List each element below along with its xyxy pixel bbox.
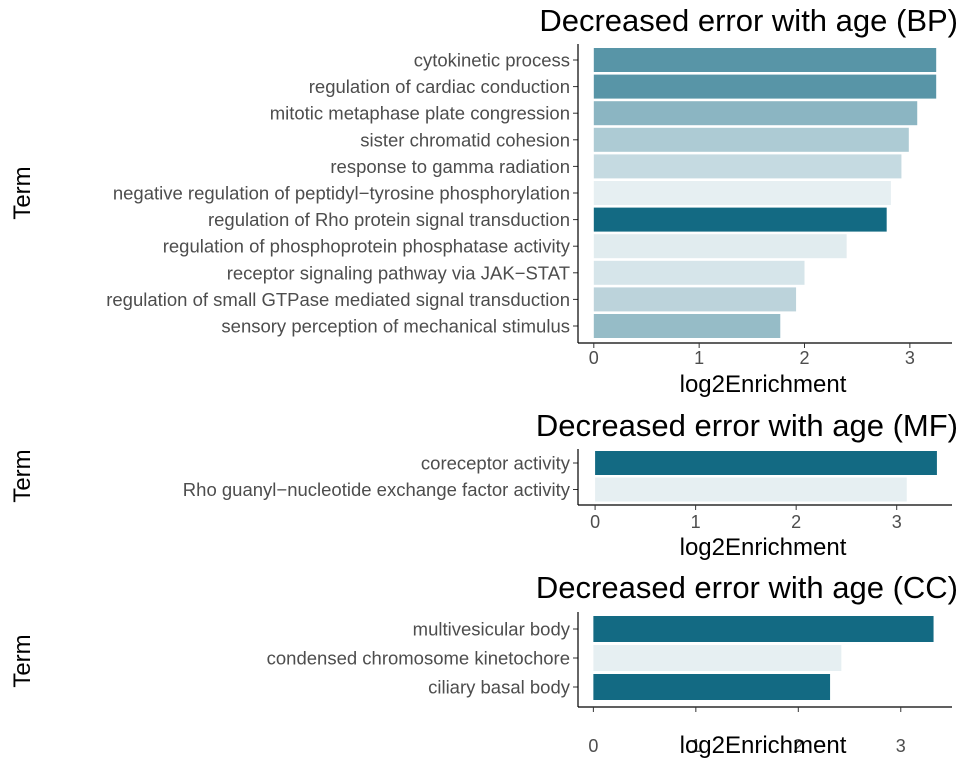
bar	[593, 616, 934, 642]
bar	[593, 74, 937, 99]
x-tick-label: 0	[588, 736, 598, 756]
y-axis-title: Term	[9, 449, 36, 502]
category-label: regulation of Rho protein signal transdu…	[208, 209, 570, 230]
bar	[593, 154, 902, 179]
bar	[593, 48, 937, 72]
category-label: regulation of phosphoprotein phosphatase…	[163, 236, 571, 257]
category-label: Rho guanyl−nucleotide exchange factor ac…	[183, 479, 571, 500]
bar	[593, 127, 909, 152]
x-tick-label: 0	[589, 348, 599, 368]
category-label: cytokinetic process	[414, 50, 570, 71]
category-label: mitotic metaphase plate congression	[270, 103, 570, 124]
x-tick-label: 0	[590, 512, 600, 532]
bar	[593, 181, 891, 205]
category-label: receptor signaling pathway via JAK−STAT	[227, 262, 570, 283]
chart-title: Decreased error with age (BP)	[539, 3, 958, 38]
bar	[595, 451, 937, 475]
x-tick-label: 1	[691, 736, 701, 756]
bar	[595, 477, 907, 502]
bar	[593, 260, 805, 285]
category-label: regulation of cardiac conduction	[309, 76, 570, 97]
category-label: negative regulation of peptidyl−tyrosine…	[113, 183, 570, 204]
category-label: multivesicular body	[413, 619, 571, 640]
x-tick-label: 1	[691, 512, 701, 532]
category-label: response to gamma radiation	[330, 156, 570, 177]
category-label: coreceptor activity	[421, 453, 571, 474]
x-tick-label: 2	[793, 736, 803, 756]
x-tick-label: 3	[892, 512, 902, 532]
x-axis-title: log2Enrichment	[680, 371, 847, 398]
x-tick-label: 2	[799, 348, 809, 368]
x-tick-label: 1	[694, 348, 704, 368]
category-label: regulation of small GTPase mediated sign…	[106, 289, 570, 310]
category-label: sister chromatid cohesion	[360, 129, 570, 150]
x-tick-label: 3	[905, 348, 915, 368]
bar	[593, 287, 797, 312]
category-label: ciliary basal body	[428, 677, 571, 698]
bar	[593, 645, 842, 671]
bar	[593, 314, 781, 338]
y-axis-title: Term	[9, 634, 36, 687]
x-axis-title: log2Enrichment	[680, 534, 847, 561]
bar	[593, 674, 831, 700]
x-axis-title: log2Enrichment	[680, 732, 847, 759]
bar	[593, 207, 887, 232]
category-label: sensory perception of mechanical stimulu…	[221, 316, 570, 337]
bar	[593, 234, 847, 259]
bar	[593, 101, 918, 126]
y-axis-title: Term	[9, 166, 36, 219]
category-label: condensed chromosome kinetochore	[267, 648, 570, 669]
chart-title: Decreased error with age (CC)	[536, 570, 958, 605]
x-tick-label: 2	[791, 512, 801, 532]
chart-title: Decreased error with age (MF)	[536, 408, 958, 443]
x-tick-label: 3	[896, 736, 906, 756]
